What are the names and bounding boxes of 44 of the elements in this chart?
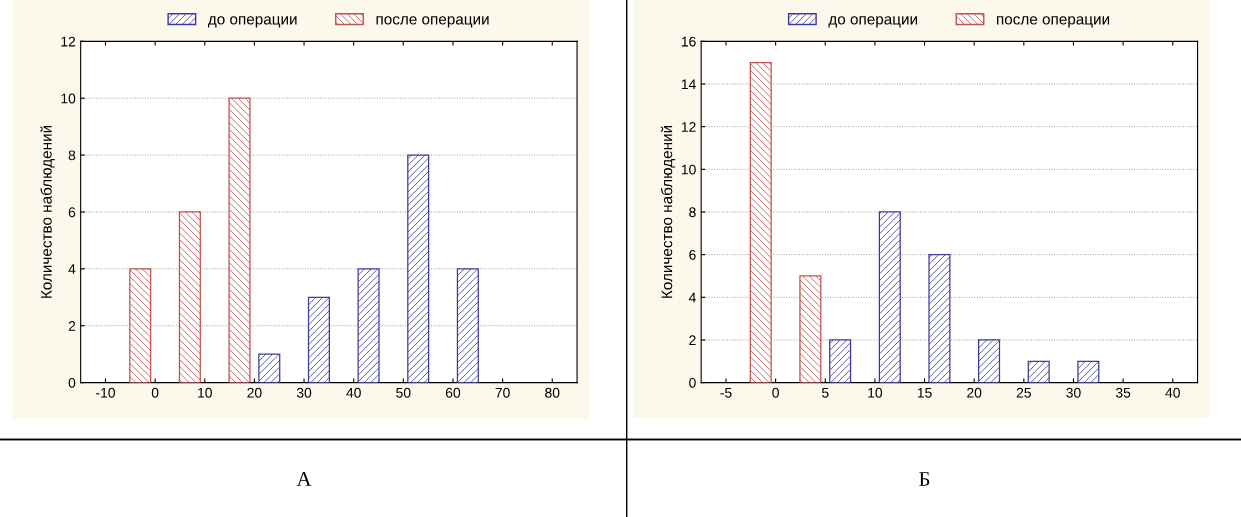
y-tick-label: 14	[681, 79, 696, 90]
legend-label: до операции	[828, 16, 918, 28]
x-tick-label: 50	[396, 387, 411, 398]
text: А	[296, 472, 312, 486]
legend-label: после операции	[376, 16, 489, 28]
y-tick-label: 4	[688, 292, 696, 303]
x-tick-label: 30	[1066, 387, 1081, 398]
x-tick-label: 10	[868, 387, 883, 398]
x-tick-label: 70	[495, 387, 510, 398]
x-tick-label: 30	[296, 387, 312, 398]
x-tick-label: 60	[445, 387, 461, 398]
y-tick-label: 12	[681, 122, 696, 132]
x-tick-label: 40	[1165, 387, 1180, 398]
y-tick-label: 4	[68, 264, 76, 274]
y-tick-label: 0	[68, 377, 76, 388]
x-tick-label: 15	[917, 387, 932, 398]
y-axis-title: Количество наблюдений	[660, 125, 676, 298]
legend-label: после операции	[997, 16, 1110, 28]
x-tick-label: -10	[96, 387, 115, 398]
x-tick-label: 25	[1016, 387, 1031, 398]
y-tick-label: 2	[68, 321, 76, 331]
x-tick-label: 80	[545, 387, 560, 398]
x-tick-label: 0	[772, 387, 779, 398]
y-tick-label: 6	[68, 207, 76, 218]
y-tick-label: 10	[681, 164, 696, 175]
text: Б	[919, 472, 930, 486]
y-tick-label: 10	[61, 93, 76, 104]
y-tick-label: 8	[689, 207, 696, 218]
x-tick-label: 0	[151, 387, 159, 398]
x-tick-label: 5	[821, 387, 829, 398]
y-axis-title: Количество наблюдений	[40, 125, 55, 298]
x-tick-label: 35	[1115, 387, 1131, 398]
legend-label: до операции	[207, 16, 297, 28]
y-tick-label: 12	[61, 36, 76, 47]
x-tick-label: -5	[720, 387, 732, 398]
y-tick-label: 16	[681, 36, 696, 47]
x-tick-label: 40	[346, 387, 361, 398]
x-tick-label: 20	[247, 387, 262, 398]
y-tick-label: 6	[689, 249, 696, 260]
y-tick-label: 8	[68, 150, 76, 161]
x-tick-label: 10	[198, 387, 212, 398]
x-tick-label: 20	[967, 387, 982, 398]
y-tick-label: 2	[689, 335, 696, 345]
y-tick-label: 0	[689, 377, 696, 388]
